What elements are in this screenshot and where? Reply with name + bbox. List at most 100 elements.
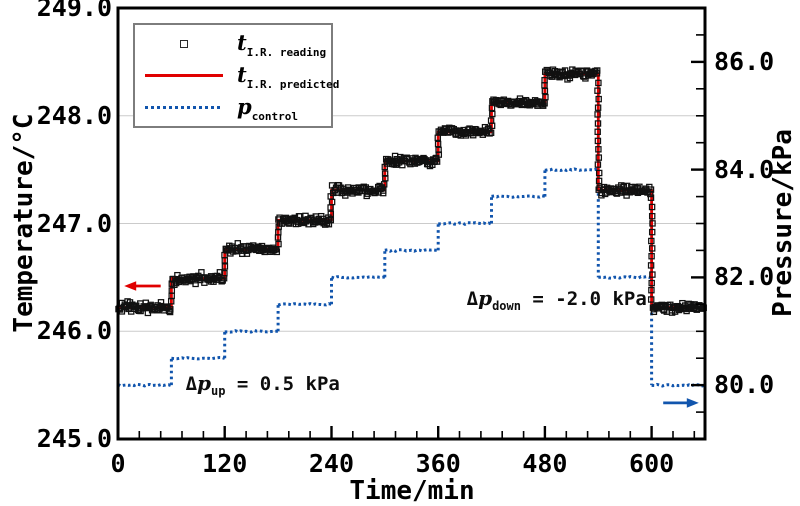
t-reading-marker [647, 194, 655, 201]
y-left-tick-label: 246.0 [36, 316, 112, 346]
t-reading-marker [221, 251, 228, 259]
t-reading-marker [327, 193, 334, 200]
y-left-tick-label: 248.0 [36, 100, 112, 130]
t-reading-marker [487, 117, 495, 124]
t-reading-marker [380, 181, 388, 188]
t-reading-marker [243, 250, 251, 257]
t-reading-marker [649, 220, 656, 227]
t-reading-marker [168, 280, 176, 287]
legend-label: pcontrol [237, 93, 298, 123]
annotation-delta-p-up: Δpup = 0.5 kPa [186, 370, 340, 399]
t-reading-marker [380, 187, 387, 194]
t-reading-marker [648, 252, 655, 260]
t-reading-marker [595, 79, 602, 87]
t-reading-marker [595, 154, 603, 161]
p-control-step-segment [331, 275, 385, 280]
legend-sample-marker [143, 39, 225, 48]
t-reading-marker [488, 104, 496, 112]
annotation-subscript: down [492, 299, 521, 314]
p-control-step-segment [651, 382, 706, 388]
left-axis-arrow-head [124, 281, 137, 291]
t-reading-marker [595, 177, 603, 185]
t-reading-marker [648, 286, 655, 294]
p-control-step-segment [171, 355, 226, 361]
t-reading-marker [648, 212, 656, 220]
t-reading-marker [168, 287, 176, 294]
t-reading-marker [648, 279, 655, 287]
p-control-step-segment [277, 301, 332, 307]
t-reading-marker [275, 223, 282, 230]
legend-sample-dotted-line [143, 105, 225, 110]
y-right-tick-label: 82.0 [714, 262, 775, 292]
legend-subscript: I.R. predicted [246, 78, 340, 92]
t-reading-marker [321, 221, 329, 228]
x-axis-title-text: Time/min [349, 476, 475, 506]
t-reading-marker [648, 245, 656, 252]
red-line-sample-icon [145, 74, 223, 77]
right-axis-arrow-head [686, 398, 699, 408]
plot-frame [116, 6, 707, 441]
t-reading-marker [647, 296, 655, 303]
t-reading-marker [595, 146, 602, 153]
legend-symbol: t [237, 61, 247, 87]
x-axis-title: Time/min [349, 476, 474, 506]
annotation-value: = -2.0 kPa [520, 287, 647, 310]
x-tick-label: 120 [202, 449, 248, 478]
t-reading-marker [489, 110, 496, 118]
legend: tI.R. reading tI.R. predicted pcontrol [133, 23, 339, 128]
p-control-step-segment [598, 275, 652, 280]
t-reading-marker [594, 137, 602, 145]
x-tick-label: 0 [110, 449, 126, 478]
p-control-step-segment [384, 248, 439, 254]
t-reading-marker [594, 120, 602, 127]
p-symbol: p [197, 370, 212, 395]
legend-symbol: p [237, 93, 252, 119]
t-reading-marker [648, 203, 656, 211]
legend-item-t-predicted: tI.R. predicted [143, 62, 339, 91]
t-reading-marker [435, 146, 442, 154]
legend-item-p-control: pcontrol [143, 93, 331, 123]
x-tick-label: 360 [415, 449, 461, 478]
p-control-step-segment [224, 328, 279, 334]
t-reading-marker [487, 129, 495, 137]
t-reading-marker [434, 140, 442, 148]
t-reading-marker [649, 271, 656, 278]
t-reading-marker [595, 95, 602, 103]
t-reading-marker [541, 100, 548, 107]
t-reading-marker [647, 262, 655, 269]
t-reading-marker [648, 237, 655, 245]
y-right-tick-label: 84.0 [714, 154, 775, 184]
p-control-step-segment [438, 221, 493, 227]
x-tick-label: 240 [308, 449, 355, 478]
legend-label: tI.R. predicted [237, 61, 340, 92]
t-reading-marker [648, 228, 656, 236]
y-left-tick-label: 245.0 [36, 424, 112, 453]
x-tick-label: 480 [522, 449, 568, 478]
t-reading-marker [593, 67, 601, 74]
t-reading-marker [542, 93, 549, 101]
t-reading-marker [325, 220, 333, 228]
t-reading-marker [381, 163, 389, 171]
legend-symbol: t [237, 29, 247, 55]
annotation-delta-p-down: Δpdown = -2.0 kPa [466, 286, 647, 314]
open-square-marker-icon [180, 39, 188, 48]
t-reading-marker [647, 190, 654, 198]
t-reading-marker [594, 161, 602, 168]
t-reading-marker [647, 186, 655, 193]
t-reading-marker [275, 240, 282, 248]
t-reading-marker [594, 128, 601, 136]
t-reading-marker [301, 216, 308, 224]
legend-subscript: I.R. reading [246, 46, 327, 60]
blue-dotted-line-sample-icon [145, 105, 223, 110]
annotation-value: = 0.5 kPa [225, 372, 340, 395]
t-reading-marker [594, 104, 602, 111]
p-control-step-segment [544, 167, 599, 173]
t-reading-marker [327, 216, 335, 224]
t-reading-marker [216, 269, 224, 276]
delta-glyph: Δ [466, 287, 479, 310]
t-reading-marker [327, 210, 335, 218]
annotation-subscript: up [211, 384, 226, 399]
t-reading-marker [541, 76, 548, 84]
